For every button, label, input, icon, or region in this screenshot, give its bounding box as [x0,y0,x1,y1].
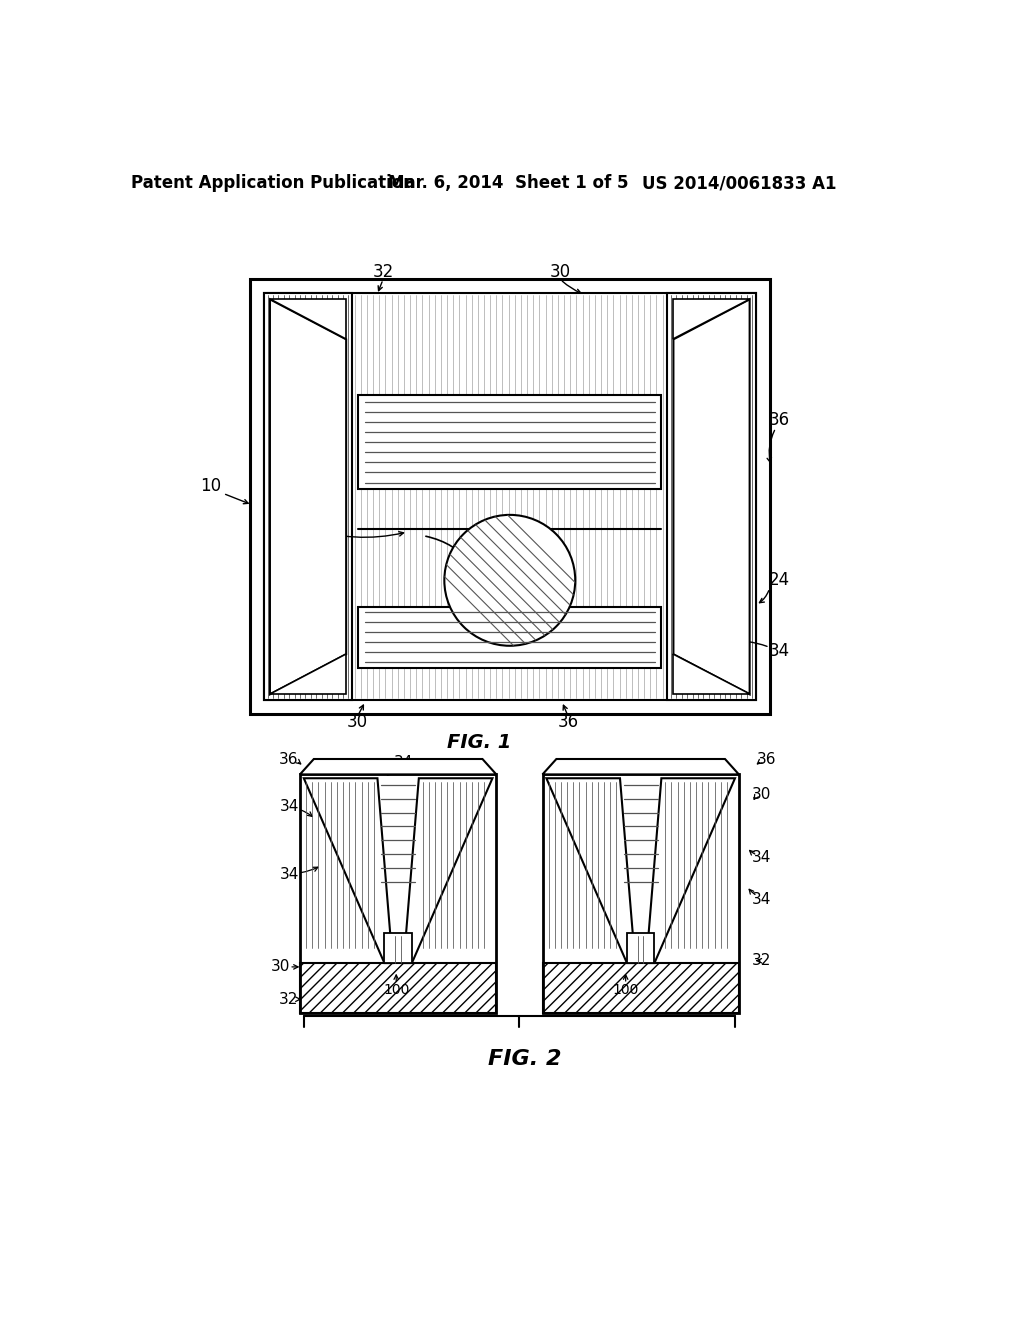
Polygon shape [547,779,635,964]
Text: 34: 34 [753,891,772,907]
Polygon shape [627,933,654,964]
Polygon shape [674,300,750,694]
Text: FIG. 1: FIG. 1 [447,733,512,751]
Bar [264,293,756,701]
Text: 34: 34 [394,755,414,770]
Text: Patent Application Publication: Patent Application Publication [131,174,415,191]
Bar [358,395,662,488]
Bar [543,775,739,1014]
Text: 30: 30 [753,787,772,803]
Polygon shape [300,759,497,775]
Polygon shape [674,300,750,339]
Text: 30: 30 [347,713,369,731]
Bar [264,293,352,701]
Polygon shape [384,933,412,964]
Polygon shape [304,779,392,964]
Text: Mar. 6, 2014  Sheet 1 of 5: Mar. 6, 2014 Sheet 1 of 5 [388,174,628,191]
Text: 100: 100 [383,983,410,997]
Text: 30: 30 [550,263,570,281]
Text: 24: 24 [768,572,790,589]
Polygon shape [646,779,735,964]
Text: 34: 34 [281,867,300,882]
Text: 30: 30 [271,960,291,974]
Bar [543,964,739,1014]
Text: 20: 20 [271,520,292,539]
Text: 36: 36 [279,751,298,767]
Polygon shape [543,759,739,775]
Text: 100: 100 [612,983,639,997]
Bar [300,964,497,1014]
Polygon shape [270,655,346,694]
Text: 34: 34 [753,850,772,865]
Polygon shape [270,300,346,694]
Polygon shape [674,655,750,694]
Bar [300,775,497,1014]
Bar [358,607,662,668]
Bar [250,280,770,714]
Bar [668,293,756,701]
Text: 36: 36 [557,713,579,731]
Ellipse shape [444,515,575,645]
Text: 32: 32 [753,953,772,969]
Text: US 2014/0061833 A1: US 2014/0061833 A1 [642,174,837,191]
Text: 32: 32 [279,991,298,1007]
Text: 36: 36 [757,751,776,767]
Text: FIG. 2: FIG. 2 [488,1049,561,1069]
Text: 10: 10 [200,477,221,495]
Text: 34: 34 [281,799,300,814]
Text: 36: 36 [768,412,790,429]
Polygon shape [403,779,493,964]
Text: 32: 32 [373,263,394,281]
Polygon shape [270,300,346,339]
Text: 34: 34 [768,643,790,660]
